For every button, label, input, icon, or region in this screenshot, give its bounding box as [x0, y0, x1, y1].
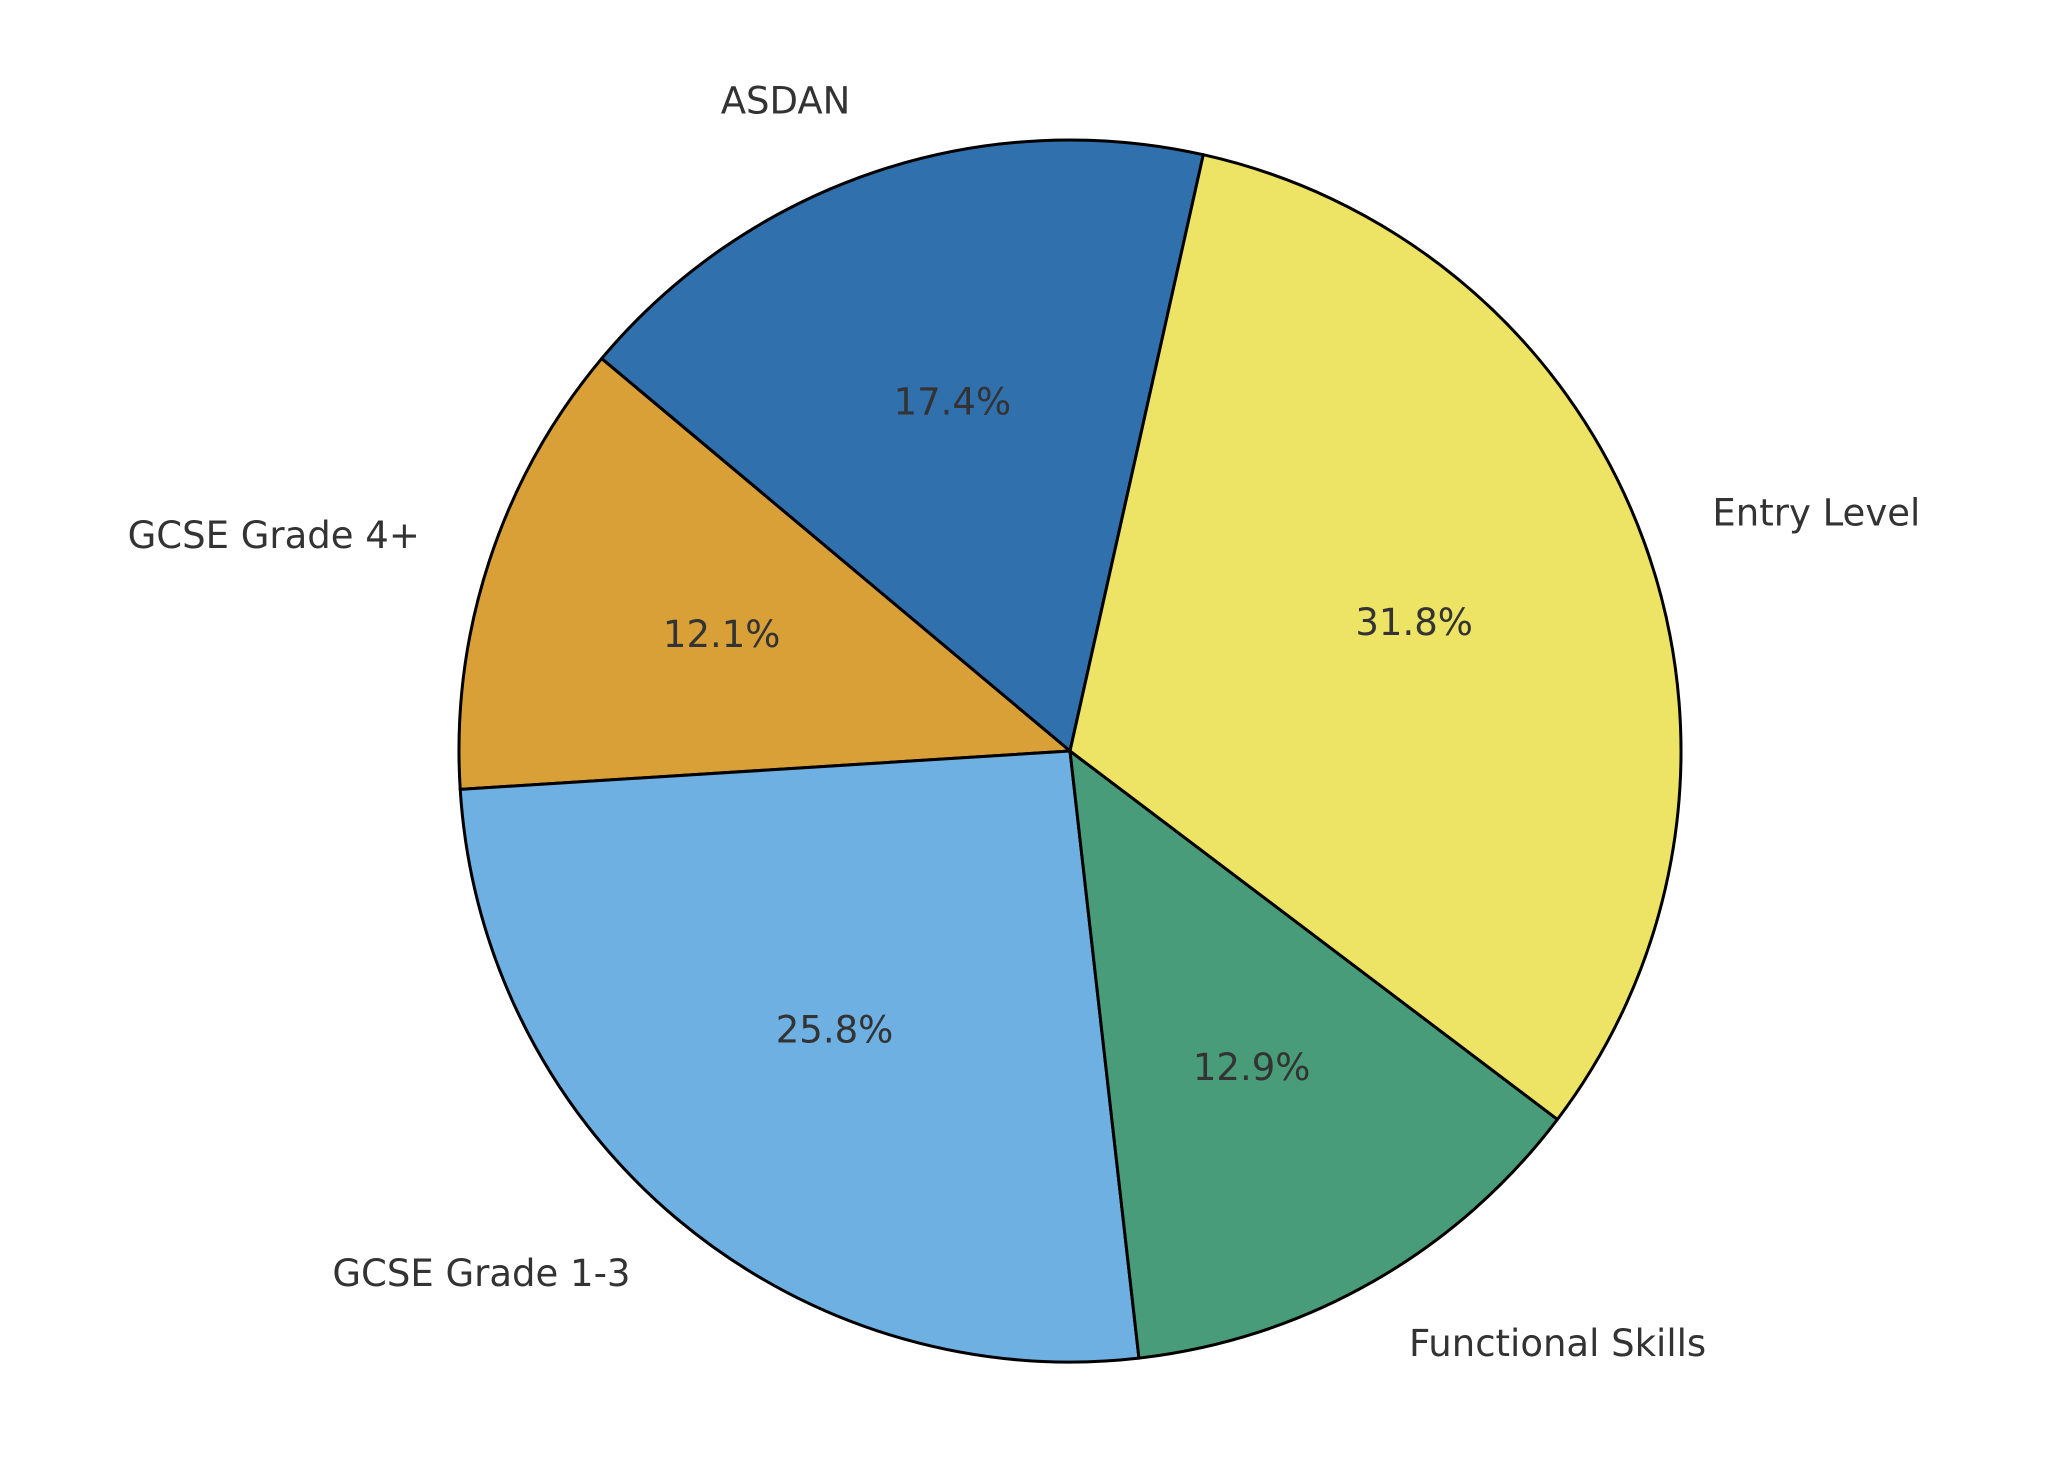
slice-label: GCSE Grade 4+	[128, 514, 420, 557]
slice-label: Functional Skills	[1409, 1322, 1706, 1365]
percent-label: 17.4%	[894, 380, 1012, 423]
percent-label: 12.1%	[663, 613, 781, 656]
pie-slice	[600, 138, 1205, 753]
slice-label: Entry Level	[1712, 492, 1920, 535]
slice-label: GCSE Grade 1-3	[332, 1252, 630, 1295]
percent-label: 12.9%	[1193, 1046, 1311, 1089]
pie-slice	[458, 749, 1141, 1364]
slice-label: ASDAN	[721, 79, 851, 122]
pie-slice	[1068, 749, 1559, 1360]
percent-label: 31.8%	[1355, 601, 1473, 644]
percent-label: 25.8%	[776, 1008, 894, 1051]
pie-slice	[1068, 153, 1683, 1121]
pie-slice	[457, 357, 1072, 791]
